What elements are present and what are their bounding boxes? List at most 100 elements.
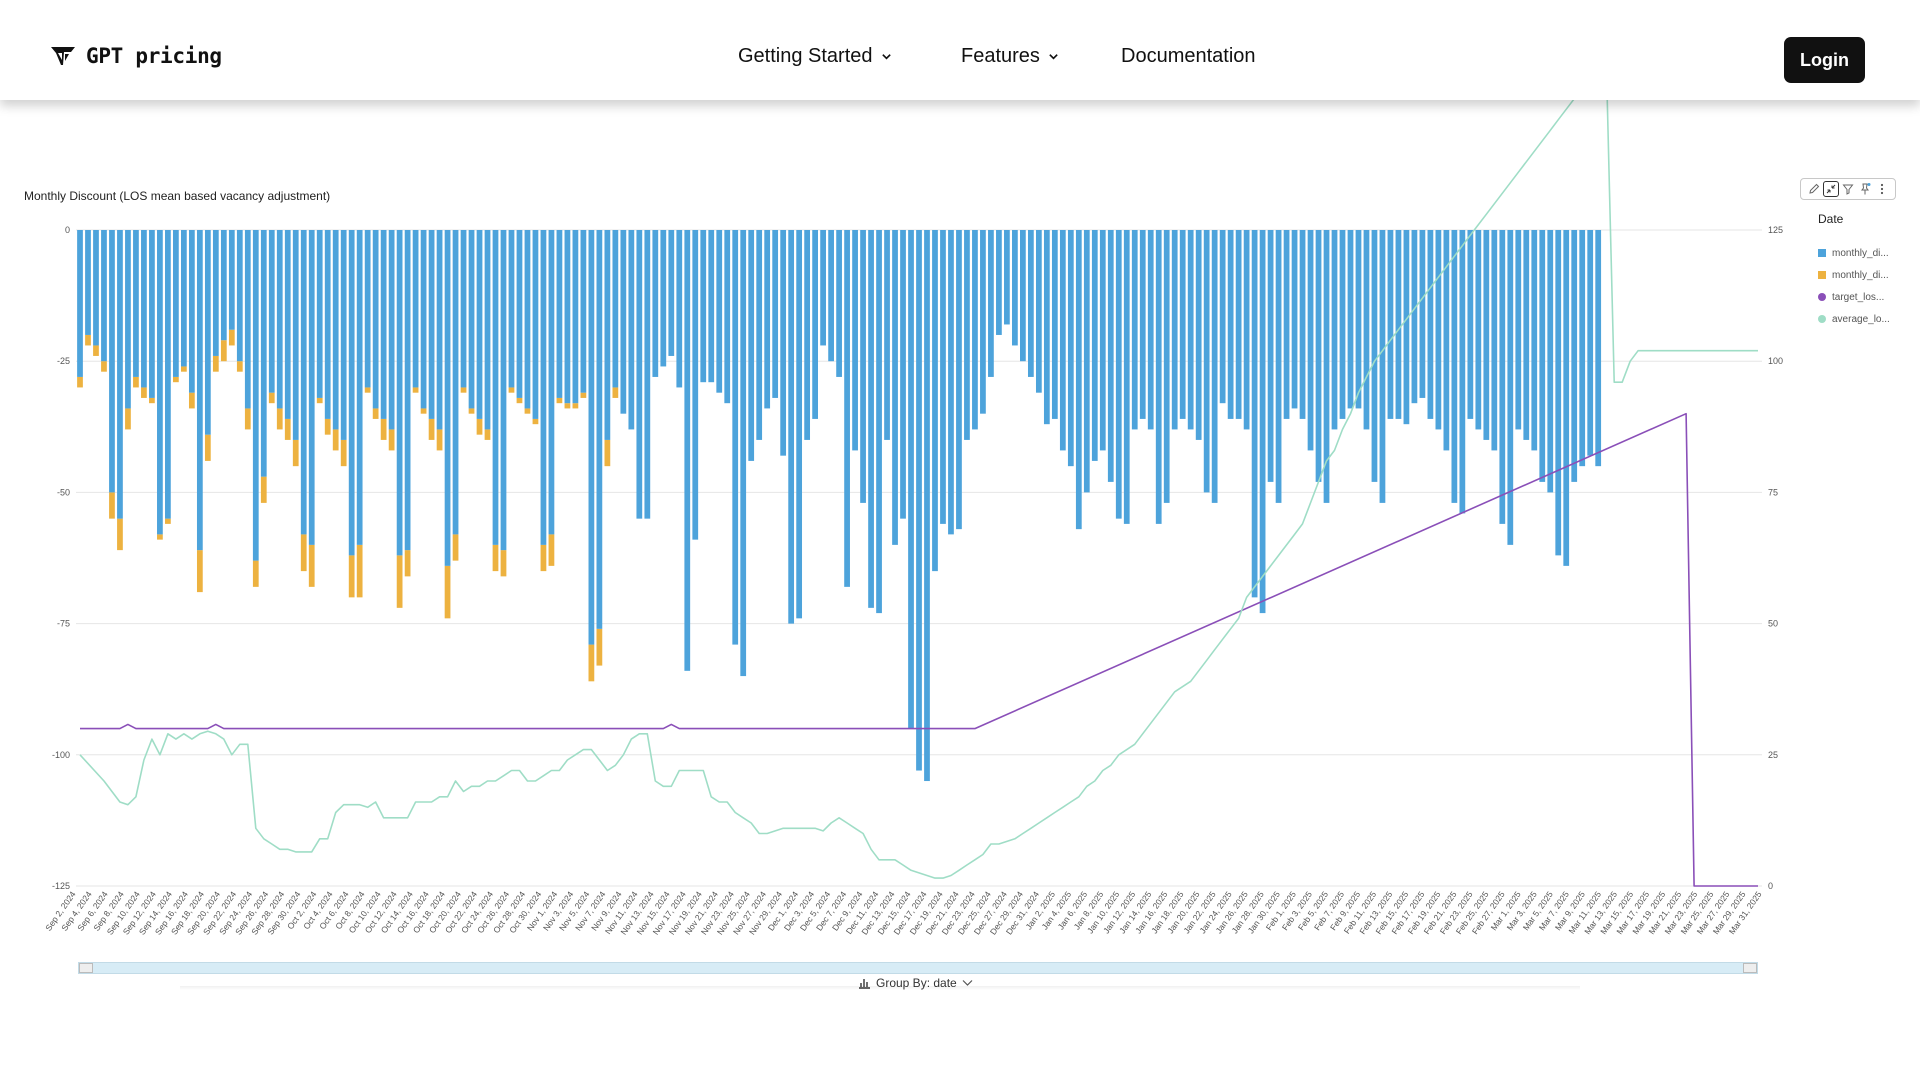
brand-name: GPT pricing [86,44,222,68]
more-icon[interactable] [1875,182,1889,196]
bar-blue [1571,230,1578,482]
chart-toolbar [1800,178,1896,200]
bar-blue [1035,230,1042,393]
nav-documentation[interactable]: Documentation [1121,45,1256,68]
scroll-handle-left[interactable] [79,963,93,973]
bar-blue [1027,230,1034,377]
filter-icon[interactable] [1841,182,1855,196]
bar-blue [1331,230,1338,430]
bar-blue [1419,230,1426,398]
bar-orange [252,560,259,587]
bar-blue [1459,230,1466,514]
legend-label: target_los... [1832,291,1885,303]
bar-blue [1020,230,1026,362]
bar-orange [228,329,235,346]
bar-orange [428,418,435,440]
bar-blue [1203,230,1210,493]
bar-blue [188,230,195,393]
chart-range-scrollbar[interactable] [78,962,1758,974]
bar-orange [492,544,499,572]
bar-orange [356,544,363,598]
bar-blue [133,230,139,377]
bar-blue [940,230,946,524]
group-by-selector[interactable]: Group By: date [858,976,973,990]
bar-blue [452,230,459,535]
bar-blue [588,230,595,645]
bar-blue [820,230,826,346]
bar-orange [436,429,443,451]
bar-blue [1051,230,1058,419]
chart-bars [77,230,1602,782]
bar-blue [604,230,611,440]
bar-blue [876,230,882,614]
bar-blue [1507,230,1514,545]
bar-blue [868,230,874,608]
bar-blue [1435,230,1442,430]
bar-blue [444,230,451,566]
pin-icon[interactable] [1858,182,1872,196]
bar-orange [324,418,331,435]
bar-blue [756,230,763,440]
bar-blue [1555,230,1562,556]
bar-blue [340,230,347,440]
legend-item-target-los[interactable]: target_los... [1818,286,1918,308]
bar-blue [1075,230,1082,530]
bar-orange [173,376,179,383]
bar-blue [420,230,427,409]
legend-swatch-blue [1818,249,1826,257]
edit-icon[interactable] [1807,182,1821,196]
chart-bottom-shadow [180,986,1580,990]
login-button[interactable]: Login [1784,37,1865,83]
legend-item-monthly-discount-orange[interactable]: monthly_di... [1818,264,1918,286]
bar-blue [1179,230,1186,419]
bar-blue [220,230,227,341]
scroll-handle-right[interactable] [1743,963,1757,973]
y-right-tick-label: 50 [1768,619,1778,629]
bar-blue [125,230,131,409]
legend-item-monthly-discount-blue[interactable]: monthly_di... [1818,242,1918,264]
collapse-icon[interactable] [1822,181,1839,197]
bar-blue [428,230,435,419]
bar-orange [444,565,451,619]
bar-blue [1267,230,1274,482]
bar-orange [77,376,83,388]
bar-blue [1067,230,1074,467]
bar-blue [1275,230,1282,503]
bar-orange [93,345,99,356]
bar-blue [1475,230,1482,430]
bar-blue [1195,230,1202,440]
bar-blue [948,230,954,535]
nav-getting-started[interactable]: Getting Started [738,45,892,68]
legend-item-average-los[interactable]: average_lo... [1818,308,1918,330]
bar-blue [796,230,803,619]
bar-blue [972,230,978,430]
chart-title: Monthly Discount (LOS mean based vacancy… [24,189,331,203]
bar-orange [572,403,579,409]
bar-orange [396,555,403,608]
y-left-tick-label: -125 [52,881,70,891]
bar-blue [1315,230,1322,482]
bar-orange [141,387,147,398]
brand[interactable]: GPT pricing [50,44,222,68]
bar-blue [1155,230,1162,524]
bar-orange [484,429,491,440]
bar-blue [1339,230,1346,419]
bar-blue [1131,230,1138,430]
bar-blue [932,230,938,572]
bar-orange [612,387,619,398]
bar-orange [468,408,475,414]
top-navbar: GPT pricing Getting Started Features Doc… [0,0,1920,100]
bar-blue [180,230,187,367]
bar-blue [460,230,467,388]
gpt-pricing-logo-icon [51,47,75,65]
nav-features[interactable]: Features [961,45,1059,68]
legend-dot-mint [1818,315,1826,323]
bar-orange [532,418,539,425]
bar-blue [1219,230,1226,404]
bar-blue [173,230,179,377]
bar-blue [892,230,898,545]
line-average_lo [79,55,1758,879]
bar-blue [396,230,403,556]
y-left-tick-label: 0 [65,225,70,235]
